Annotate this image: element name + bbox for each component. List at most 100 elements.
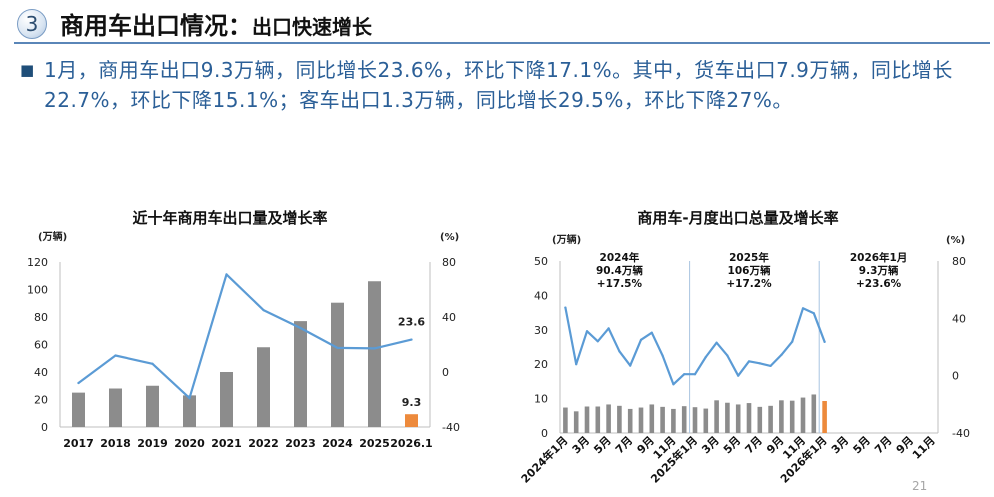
bar	[368, 281, 381, 427]
x-tick-label: 7月	[872, 434, 894, 456]
line-point	[672, 383, 675, 386]
line-point	[758, 362, 761, 365]
line-point	[737, 374, 740, 377]
y-tick-label: 40	[534, 289, 548, 302]
bar-highlighted	[405, 414, 418, 427]
x-tick-label: 2022	[248, 437, 279, 450]
x-tick-label: 2018	[100, 437, 131, 450]
y2-tick-label: 0	[442, 366, 449, 379]
x-tick-label: 5月	[591, 434, 613, 456]
bar	[660, 406, 665, 433]
bar	[220, 372, 233, 427]
bar	[257, 347, 270, 427]
bar	[563, 407, 568, 433]
chart-title: 近十年商用车出口量及增长率	[132, 209, 327, 227]
y-axis-unit-label: (万辆)	[552, 233, 581, 246]
bar-highlighted	[822, 401, 827, 433]
line-point	[780, 353, 783, 356]
x-tick-label: 3月	[829, 434, 851, 456]
line-point	[188, 397, 191, 400]
bar	[606, 404, 611, 433]
data-label: 9.3	[402, 396, 422, 409]
period-annotation: 106万辆	[728, 264, 771, 277]
bar	[692, 407, 698, 433]
bar	[800, 397, 806, 433]
summary-bullet: ■ 1月，商用车出口9.3万辆，同比增长23.6%，环比下降17.1%。其中，货…	[20, 55, 980, 115]
line-point	[661, 354, 664, 357]
line-point	[607, 327, 610, 330]
y-tick-label: 40	[34, 366, 48, 379]
y-tick-label: 20	[34, 394, 48, 407]
line-point	[373, 347, 376, 350]
bar	[294, 321, 307, 427]
line-point	[693, 373, 697, 376]
period-annotation: +17.2%	[726, 278, 772, 290]
bar	[725, 402, 730, 433]
bar	[789, 400, 795, 433]
y-tick-label: 80	[34, 311, 48, 324]
bar	[811, 394, 817, 433]
bar	[584, 406, 590, 433]
y-tick-label: 0	[541, 427, 548, 440]
line-point	[114, 354, 117, 357]
y-tick-label: 10	[534, 393, 548, 406]
line-point	[151, 362, 154, 365]
section-number-badge: 3	[17, 9, 47, 39]
x-tick-label: 2019	[137, 437, 168, 450]
line-point	[823, 340, 826, 343]
line-point	[704, 355, 707, 359]
line-point	[299, 326, 302, 330]
period-annotation: 90.4万辆	[596, 264, 643, 277]
x-tick-label: 3月	[570, 434, 592, 456]
period-annotation: 2024年	[600, 251, 640, 264]
title-divider	[14, 42, 990, 44]
line-point	[585, 330, 589, 333]
bar	[72, 392, 85, 427]
bar	[671, 408, 676, 433]
bar	[573, 411, 579, 433]
line-point	[629, 364, 632, 367]
x-tick-label: 2024	[322, 437, 353, 450]
x-tick-label: 2023	[285, 437, 316, 450]
x-tick-label: 5月	[721, 434, 743, 456]
bar	[109, 388, 122, 427]
line-point	[639, 338, 643, 341]
line-point	[262, 309, 265, 312]
x-tick-label: 2017	[63, 437, 94, 450]
x-tick-label: 3月	[699, 434, 721, 456]
period-annotation: +17.5%	[597, 278, 643, 290]
summary-text: 1月，商用车出口9.3万辆，同比增长23.6%，环比下降17.1%。其中，货车出…	[44, 55, 980, 115]
x-tick-label: 2020	[174, 437, 205, 450]
square-bullet-icon: ■	[20, 61, 35, 79]
line-point	[769, 364, 772, 368]
bar	[595, 406, 601, 433]
line-point	[801, 307, 805, 310]
slide-title: 商用车出口情况：出口快速增长	[60, 6, 372, 41]
line-point	[336, 346, 339, 350]
line-point	[564, 306, 567, 309]
line-point	[726, 354, 729, 357]
period-annotation: 2026年1月	[850, 251, 908, 264]
x-tick-label: 2026.1	[390, 437, 432, 450]
monthly-export-chart: 商用车-月度出口总量及增长率 (万辆) (%) 0 10 20 30 40 50 -40 0 4…	[518, 209, 970, 486]
x-tick-label: 7月	[743, 434, 765, 456]
summary-line: 22.7%，环比下降15.1%；客车出口1.3万辆，同比增长29.5%，环比下降…	[44, 88, 793, 112]
line-point	[747, 360, 751, 363]
bar	[617, 405, 622, 433]
bar	[779, 400, 784, 433]
data-label: 23.6	[398, 316, 425, 329]
annual-export-chart: 近十年商用车出口量及增长率 (万辆) (%) 0 20 40 60 80 100 120 -4…	[27, 209, 460, 450]
bar	[768, 405, 773, 433]
x-tick-label: 2024年1月	[518, 433, 571, 486]
y2-axis-unit-label: (%)	[440, 232, 459, 243]
x-tick-label: 7月	[613, 434, 635, 456]
line-point	[683, 373, 686, 376]
period-annotation: +23.6%	[856, 278, 902, 290]
period-annotation: 9.3万辆	[859, 264, 899, 277]
line-point	[596, 340, 599, 343]
plot-area: 0 20 40 60 80 100 120 -40 0 40 80 2017 2018 2019 2020 2…	[27, 256, 460, 450]
bar	[627, 408, 633, 433]
summary-line: 1月，商用车出口9.3万辆，同比增长23.6%，环比下降17.1%。其中，货车出…	[44, 58, 953, 82]
